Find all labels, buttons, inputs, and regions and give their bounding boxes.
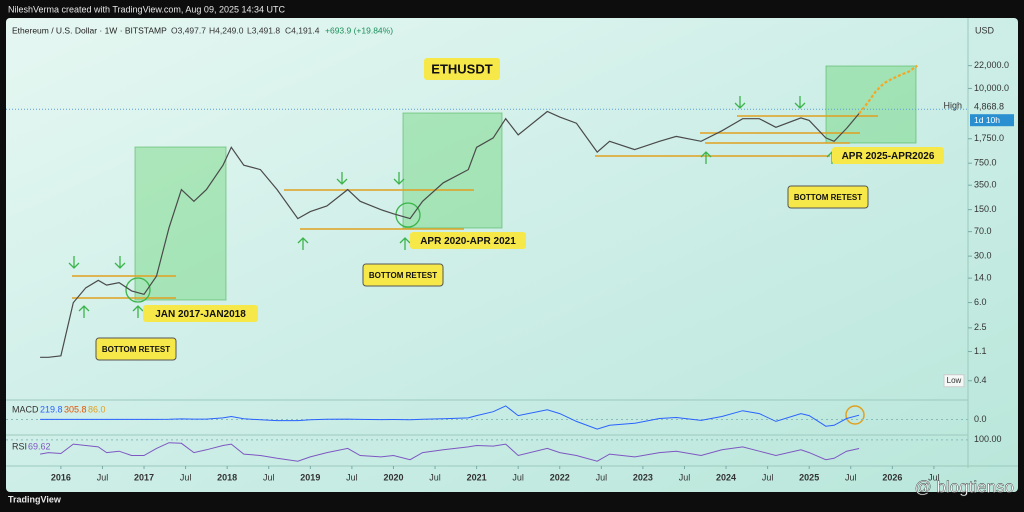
footer-logo: TradingView (8, 494, 62, 504)
countdown-badge (970, 114, 1014, 127)
x-tick-label: 2019 (300, 472, 320, 482)
y-tick-label: 14.0 (974, 272, 992, 282)
header: NileshVerma created with TradingView.com… (8, 4, 285, 14)
y-tick-label: 70.0 (974, 226, 992, 236)
retest-circle (845, 405, 865, 425)
arrow (393, 172, 405, 185)
chart-layer: O3,497.7 H4,249.0 L3,491.8 C4,191.4 +693.9 (… (6, 25, 1014, 482)
y-tick-label: 350.0 (974, 180, 997, 190)
symbol-title: Ethereum / U.S. Dollar · 1W · BITSTAMP (12, 25, 167, 35)
annotation: JAN 2017-JAN2018 (155, 309, 246, 320)
arrow (399, 237, 411, 250)
ohlc-value: H4,249.0 (209, 25, 244, 35)
indicator-readout: 86.0 (88, 404, 106, 414)
high-text: High (943, 101, 962, 111)
y-tick-label: 150.0 (974, 204, 997, 214)
arrow (734, 96, 746, 109)
x-tick-label: Jul (180, 472, 192, 482)
highlight-zone (134, 146, 227, 301)
arrow (700, 151, 712, 164)
indicator-tick-label: 0.0 (974, 414, 987, 424)
indicator-line (40, 405, 860, 430)
watermark: @ blogtienso (915, 477, 1015, 496)
currency: USD (975, 25, 995, 35)
x-tick-label: 2023 (633, 472, 653, 482)
y-tick-label: 750.0 (974, 158, 997, 168)
x-tick-label: Jul (346, 472, 358, 482)
highlight-zone (402, 112, 503, 229)
arrow (132, 305, 144, 318)
ohlc-value: +693.9 (+19.84%) (325, 25, 393, 35)
x-tick-label: Jul (512, 472, 524, 482)
annotation: APR 2025-APR2026 (842, 151, 935, 162)
indicator-readout: 305.8 (64, 404, 87, 414)
price-line (40, 110, 860, 358)
x-tick-label: Jul (845, 472, 857, 482)
high-label: 4,868.8 (974, 102, 1004, 112)
arrow (336, 172, 348, 185)
x-tick-label: 2026 (882, 472, 902, 482)
x-tick-label: 2020 (383, 472, 403, 482)
arrow (794, 96, 806, 109)
y-tick-label: 10,000.0 (974, 83, 1009, 93)
annotation-box (832, 147, 944, 164)
x-tick-label: Jul (429, 472, 441, 482)
low-label: 0.4 (974, 375, 987, 385)
ohlc-value: L3,491.8 (247, 25, 280, 35)
low-badge (943, 374, 965, 388)
x-tick-label: Jul (263, 472, 275, 482)
x-tick-label: 2021 (467, 472, 487, 482)
annotation: ETHUSDT (431, 61, 492, 76)
ohlc-value: O3,497.7 (171, 25, 206, 35)
indicator-name: RSI (12, 441, 27, 451)
arrow (297, 237, 309, 250)
x-tick-label: 2018 (217, 472, 237, 482)
annotation-box (95, 337, 177, 361)
price-line (858, 64, 918, 115)
annotation-box (787, 185, 869, 209)
indicator-name: MACD (12, 404, 39, 414)
x-tick-label: 2024 (716, 472, 736, 482)
annotation: BOTTOM RETEST (102, 345, 170, 354)
y-tick-label: 6.0 (974, 297, 987, 307)
low-text: Low (947, 376, 962, 385)
x-tick-label: 2022 (550, 472, 570, 482)
indicator-readout: 69.62 (28, 441, 51, 451)
x-tick-label: 2025 (799, 472, 819, 482)
highlight-zone (825, 65, 917, 144)
annotation-box (410, 232, 526, 249)
x-tick-label: Jul (928, 472, 940, 482)
y-tick-label: 2.5 (974, 322, 987, 332)
indicator-line (40, 442, 860, 462)
arrow (68, 256, 80, 269)
y-tick-label: 22,000.0 (974, 60, 1009, 70)
x-tick-label: Jul (596, 472, 608, 482)
ohlc-value: C4,191.4 (285, 25, 320, 35)
chart-panel (6, 18, 1018, 492)
x-tick-label: Jul (97, 472, 109, 482)
annotation: APR 2020-APR 2021 (420, 236, 516, 247)
x-tick-label: 2016 (51, 472, 71, 482)
indicator-tick-label: 100.00 (974, 434, 1002, 444)
annotation-box (143, 305, 258, 322)
y-tick-label: 1,750.0 (974, 133, 1004, 143)
x-tick-label: Jul (762, 472, 774, 482)
retest-circle (125, 277, 151, 303)
annotation-box (362, 263, 444, 287)
annotation: BOTTOM RETEST (794, 193, 862, 202)
y-tick-label: 30.0 (974, 250, 992, 260)
x-tick-label: 2017 (134, 472, 154, 482)
y-tick-label: 1.1 (974, 346, 987, 356)
arrow (78, 305, 90, 318)
annotation-box (424, 58, 500, 80)
indicator-readout: 219.8 (40, 404, 63, 414)
annotation: BOTTOM RETEST (369, 271, 437, 280)
x-tick-label: Jul (679, 472, 691, 482)
countdown: 1d 10h (974, 115, 1000, 125)
arrow (114, 256, 126, 269)
